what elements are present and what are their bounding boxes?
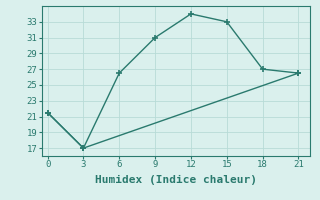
X-axis label: Humidex (Indice chaleur): Humidex (Indice chaleur) xyxy=(95,175,257,185)
